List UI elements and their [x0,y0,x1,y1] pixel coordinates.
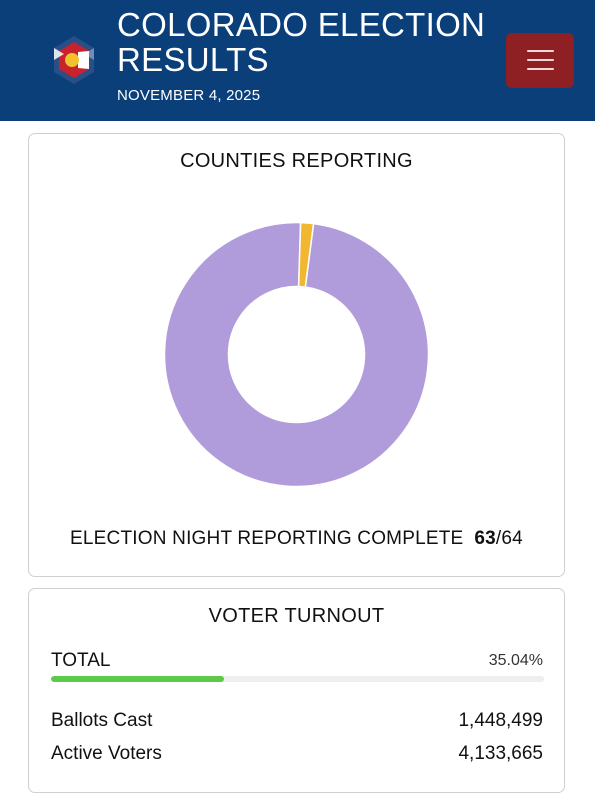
hamburger-menu-icon-bar [527,68,554,70]
voter-turnout-title: VOTER TURNOUT [208,605,385,627]
turnout-total-label: TOTAL [51,650,111,671]
ballots-cast-label: Ballots Cast [51,710,153,731]
counties-separator: / [495,528,502,549]
counties-reporting-title: COUNTIES REPORTING [180,150,413,172]
ballots-cast-value: 1,448,499 [458,710,543,731]
election-date: NOVEMBER 4, 2025 [117,87,261,104]
colorado-c-logo-icon[interactable] [48,34,100,86]
voter-turnout-card: VOTER TURNOUT TOTAL 35.04% Ballots Cast … [28,588,565,793]
app-title: COLORADO ELECTION RESULTS [117,6,486,78]
hamburger-menu-icon-bar [527,59,554,61]
turnout-progress-fill [51,676,224,682]
counties-reported-count: 63 [474,528,496,549]
counties-reporting-donut-chart [164,222,429,487]
hamburger-menu-icon [527,50,554,52]
reporting-status-text: ELECTION NIGHT REPORTING COMPLETE [70,528,464,549]
active-voters-label: Active Voters [51,743,162,764]
hamburger-menu-button[interactable] [506,33,574,88]
counties-reporting-card: COUNTIES REPORTING ELECTION NIGHT REPORT… [28,133,565,577]
donut-slice-reported[interactable] [164,222,429,487]
active-voters-value: 4,133,665 [458,743,543,764]
turnout-progress-bar [51,676,544,682]
turnout-total-percent: 35.04% [488,652,543,669]
reporting-status-line: ELECTION NIGHT REPORTING COMPLETE 63/64 [29,528,564,550]
app-header: COLORADO ELECTION RESULTS NOVEMBER 4, 20… [0,0,595,121]
counties-total-count: 64 [501,528,523,549]
donut-slice-not-reported[interactable] [297,222,315,288]
